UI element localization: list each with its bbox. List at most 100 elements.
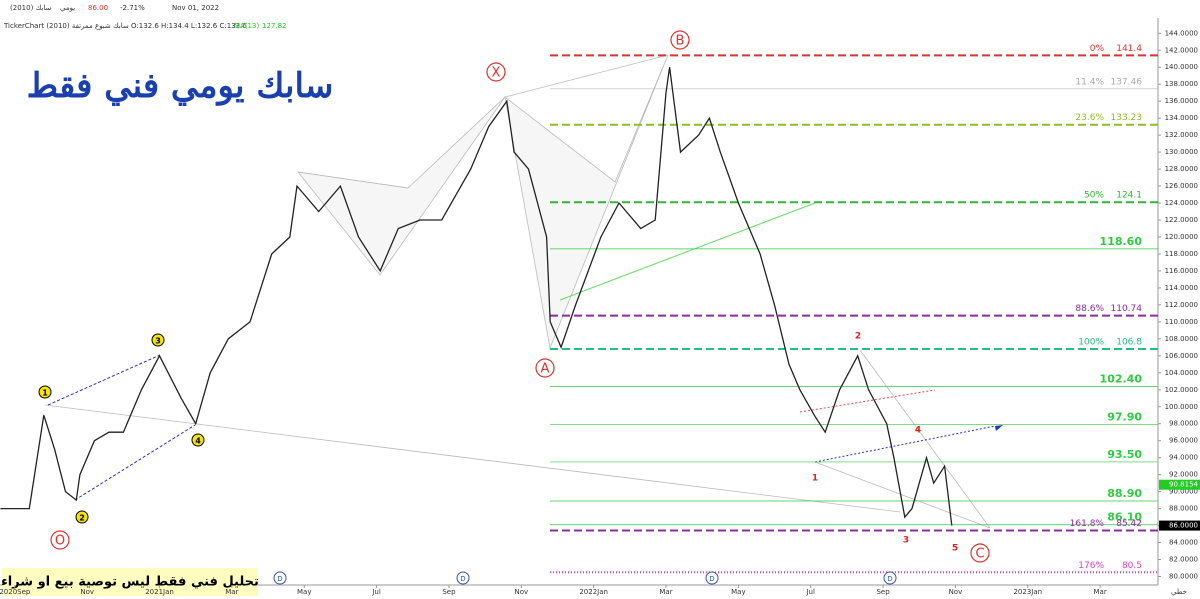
y-tick-label: 138.0000 — [1165, 80, 1198, 88]
y-tick-label: 118.0000 — [1165, 250, 1198, 258]
header-price: 86.00 — [88, 4, 108, 12]
level-label: 86.10 — [1107, 511, 1142, 524]
y-tick-label: 88.0000 — [1169, 505, 1198, 513]
price-tag — [1159, 520, 1200, 531]
y-tick-label: 80.0000 — [1169, 573, 1198, 581]
wave-label: 1 — [42, 389, 48, 398]
x-tick-label: 2023Jan — [1013, 588, 1042, 596]
x-tick-label: Jul — [805, 588, 815, 596]
subwave-label: 3 — [903, 536, 909, 546]
axis-corner: خطي — [1171, 588, 1187, 596]
x-tick-label: May — [731, 588, 745, 596]
y-tick-label: 128.0000 — [1165, 165, 1198, 173]
y-tick-label: 132.0000 — [1165, 131, 1198, 139]
point-circle — [486, 62, 506, 82]
level-label: 88.90 — [1107, 487, 1142, 500]
point-circle — [970, 543, 990, 563]
disclaimer-bg — [2, 568, 258, 596]
point-label: A — [541, 362, 550, 377]
y-tick-label: 124.0000 — [1165, 199, 1198, 207]
y-tick-label: 100.0000 — [1165, 403, 1198, 411]
x-tick-label: 2021Jan — [145, 588, 174, 596]
y-tick-label: 142.0000 — [1165, 46, 1198, 54]
header-ma-value: 127.82 — [262, 22, 287, 30]
y-tick-label: 108.0000 — [1165, 335, 1198, 343]
level-label: 93.50 — [1107, 448, 1142, 461]
trend-lines — [47, 202, 1003, 501]
x-tick-label: Sep — [442, 588, 456, 596]
level-pct: 11.4% — [1075, 77, 1104, 87]
x-tick-label: 2020Sep — [0, 588, 31, 596]
level-label: 106.8 — [1116, 338, 1142, 348]
level-label: 124.1 — [1116, 191, 1142, 201]
wave-label: 2 — [79, 514, 85, 523]
y-tick-label: 144.0000 — [1165, 29, 1198, 37]
x-tick-label: Sep — [876, 588, 890, 596]
y-tick-label: 94.0000 — [1169, 454, 1198, 462]
level-label: 118.60 — [1100, 235, 1143, 248]
y-tick-label: 102.0000 — [1165, 386, 1198, 394]
price-line — [0, 67, 953, 526]
wave-label: 3 — [155, 337, 161, 346]
level-label: 85.42 — [1116, 519, 1142, 529]
point-circle — [535, 358, 555, 378]
y-tick-label: 84.0000 — [1169, 539, 1198, 547]
event-marker — [456, 571, 470, 585]
x-tick-label: Mar — [225, 588, 238, 596]
level-pct: 50% — [1084, 191, 1104, 201]
wave-circle — [38, 385, 52, 399]
level-pct: 88.6% — [1075, 304, 1104, 314]
point-label: O — [55, 534, 65, 549]
y-tick-label: 82.0000 — [1169, 556, 1198, 564]
price-tag — [1159, 479, 1200, 490]
point-label: X — [492, 66, 501, 81]
y-tick-label: 98.0000 — [1169, 420, 1198, 428]
point-circle — [670, 30, 690, 50]
event-label: D — [887, 575, 892, 583]
y-tick-label: 106.0000 — [1165, 352, 1198, 360]
event-label: D — [277, 575, 282, 583]
wave-circle — [191, 433, 205, 447]
x-tick-label: Nov — [514, 588, 528, 596]
y-tick-label: 122.0000 — [1165, 216, 1198, 224]
header-symbol: سابك (2010) — [10, 4, 51, 12]
y-tick-label: 120.0000 — [1165, 233, 1198, 241]
level-pct: 161.8% — [1070, 519, 1105, 529]
wave-label: 4 — [195, 437, 201, 446]
subwave-label: 5 — [952, 544, 958, 554]
x-tick-label: Nov — [949, 588, 963, 596]
title: سابك يومي فني فقط — [27, 66, 334, 106]
price-tag-label: 90.8154 — [1169, 481, 1198, 489]
level-pct: 100% — [1078, 338, 1104, 348]
subwave-label: 1 — [812, 474, 818, 484]
level-label: 137.46 — [1111, 77, 1143, 87]
y-tick-label: 140.0000 — [1165, 63, 1198, 71]
header-ma: MA(13) — [234, 22, 259, 30]
header-date: Nov 01, 2022 — [172, 4, 219, 12]
level-label: 80.5 — [1122, 561, 1142, 571]
header-change: -2.71% — [120, 4, 145, 12]
y-tick-label: 104.0000 — [1165, 369, 1198, 377]
header-period: يومي — [60, 4, 75, 12]
point-label: C — [975, 547, 984, 562]
y-tick-label: 114.0000 — [1165, 284, 1198, 292]
header-info: TickerChart سابك شبوع ممرتفة (2010) O:13… — [3, 22, 247, 30]
y-tick-label: 116.0000 — [1165, 267, 1198, 275]
y-tick-label: 96.0000 — [1169, 437, 1198, 445]
level-label: 97.90 — [1107, 411, 1142, 424]
x-tick-label: May — [297, 588, 311, 596]
event-label: D — [709, 575, 714, 583]
event-marker — [705, 571, 719, 585]
wave-circle — [151, 333, 165, 347]
disclaimer: تحليل فني فقط ليس توصية بيع او شراء — [1, 575, 259, 590]
level-label: 110.74 — [1111, 304, 1143, 314]
subwave-label: 4 — [915, 426, 921, 436]
x-tick-label: Mar — [1094, 588, 1107, 596]
level-label: 102.40 — [1100, 372, 1143, 385]
y-tick-label: 90.0000 — [1169, 488, 1198, 496]
y-tick-label: 92.0000 — [1169, 471, 1198, 479]
level-label: 133.23 — [1111, 113, 1143, 123]
y-tick-label: 134.0000 — [1165, 114, 1198, 122]
event-marker — [273, 571, 287, 585]
